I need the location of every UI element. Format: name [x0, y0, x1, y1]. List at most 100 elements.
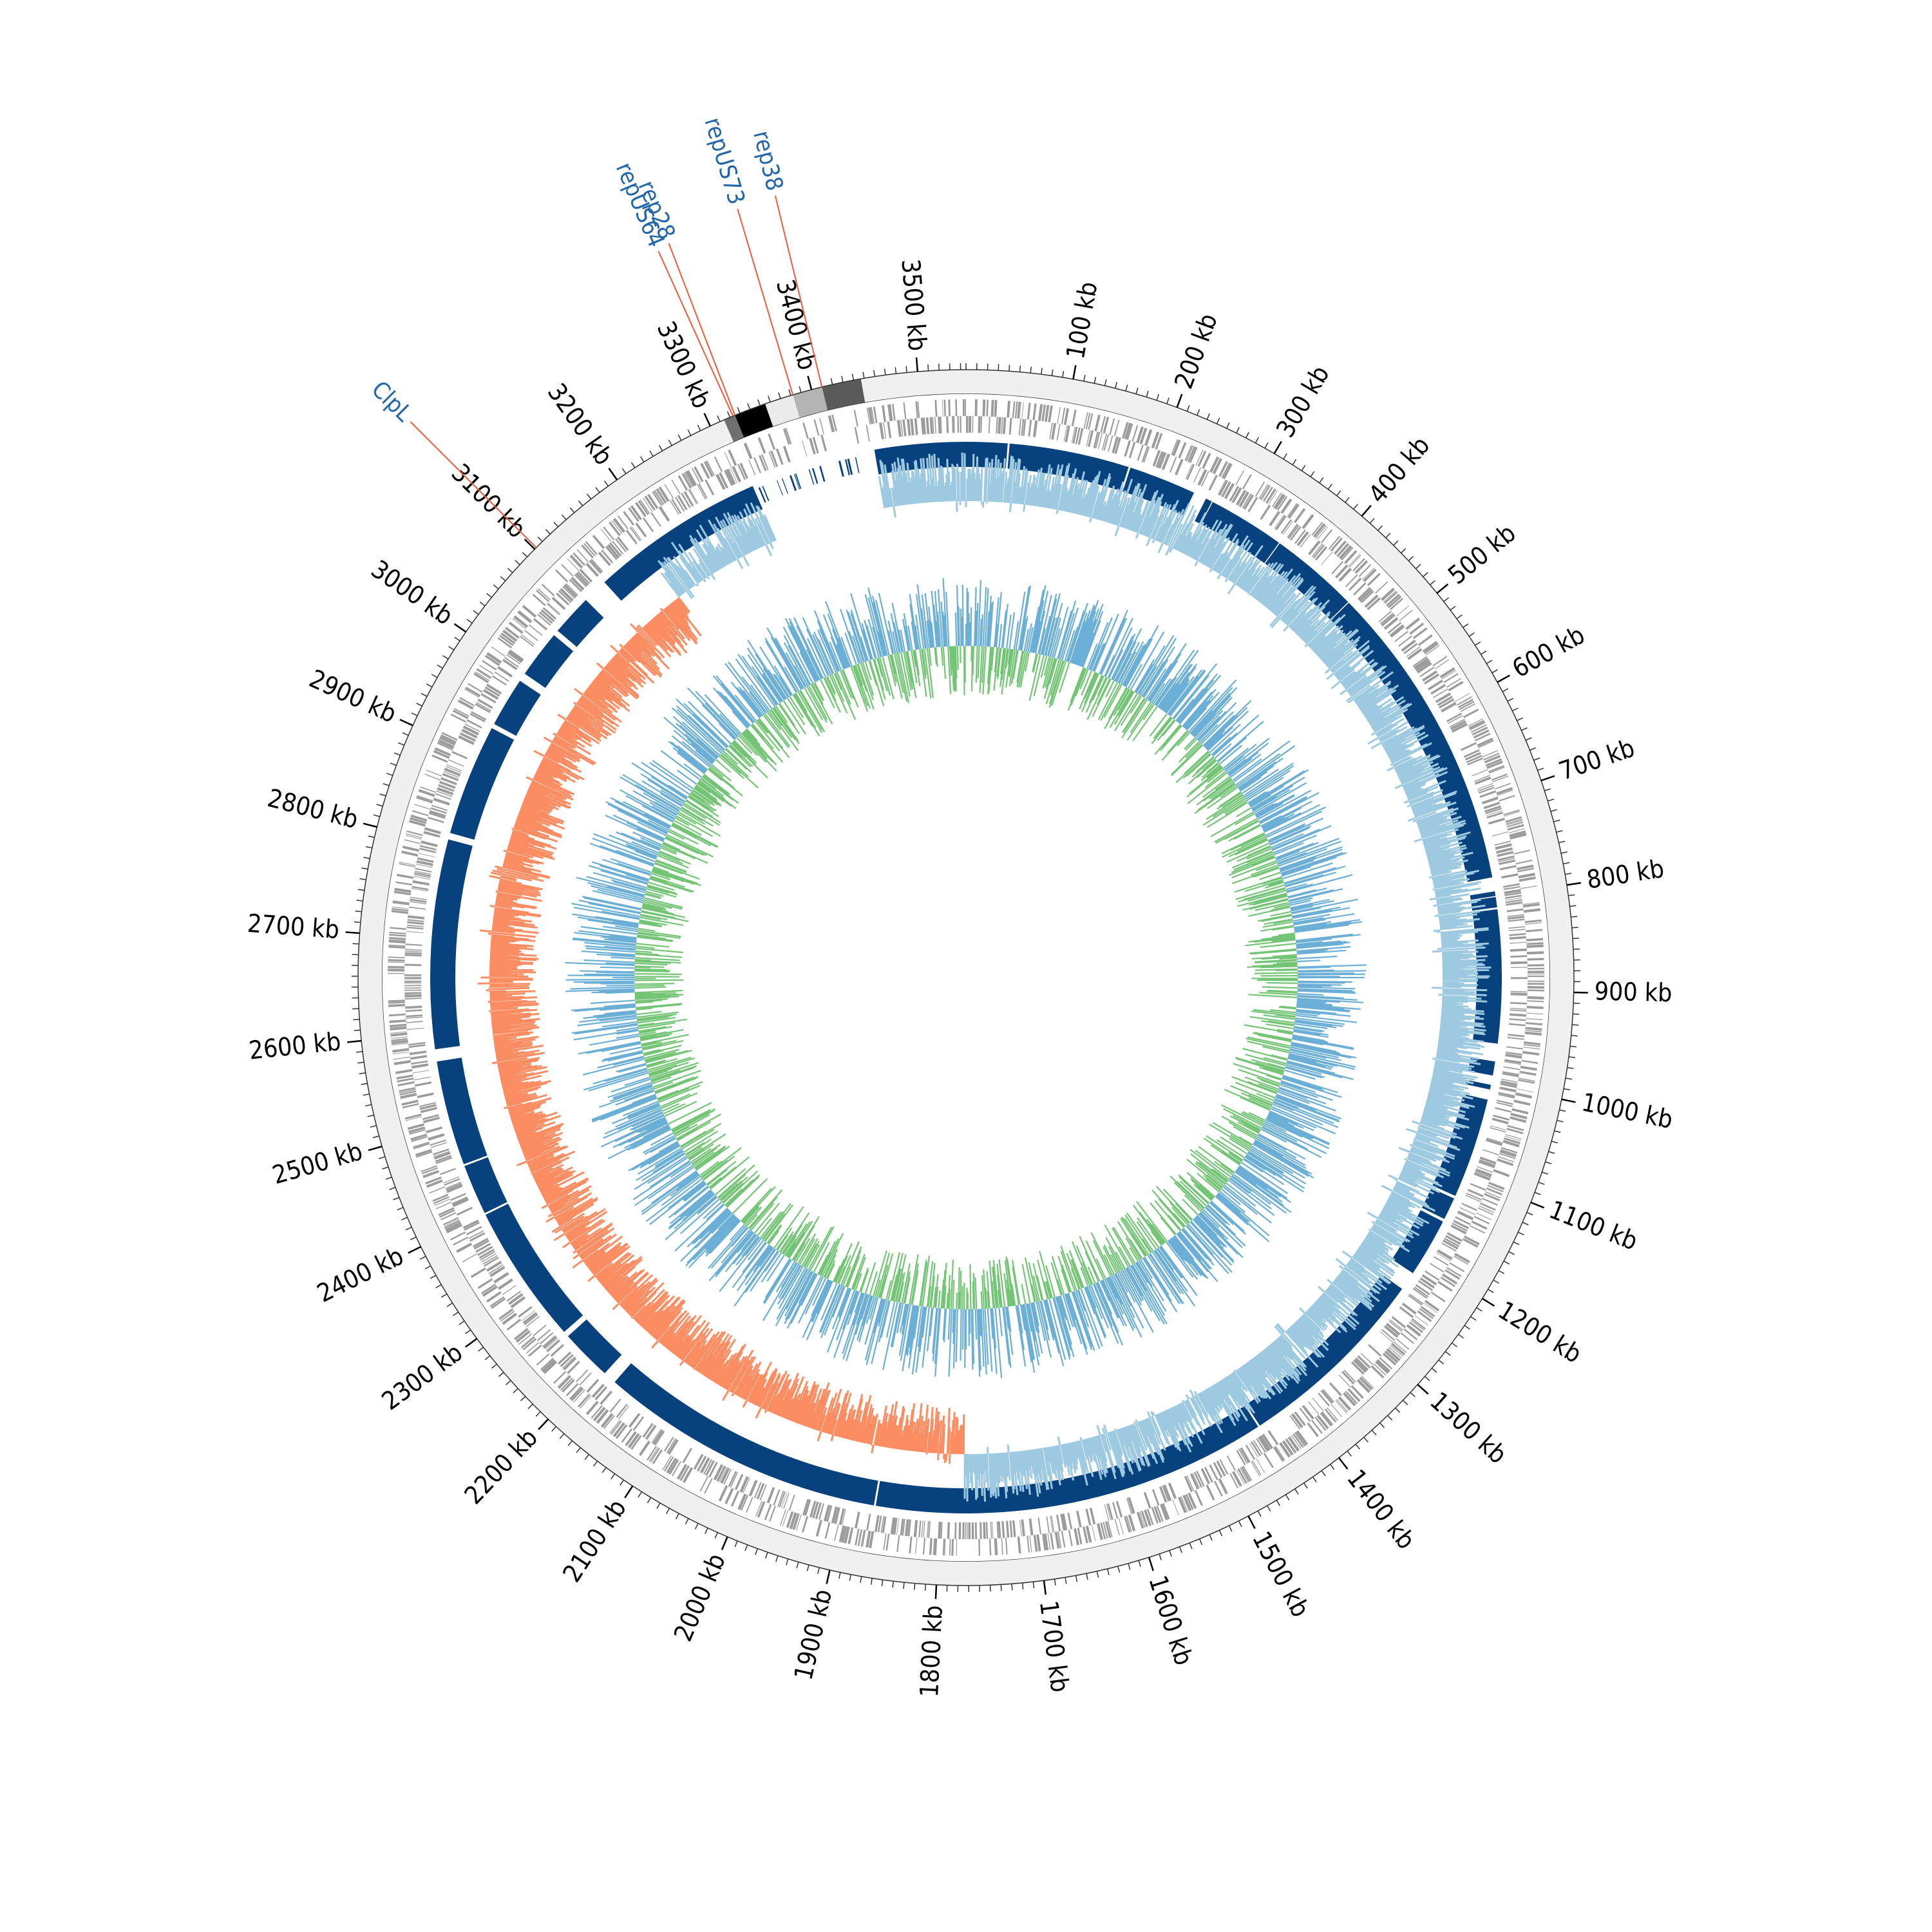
- gene-label-connector: [410, 421, 537, 549]
- major-tick: [368, 1145, 383, 1151]
- blast-hit: [847, 459, 853, 475]
- blast-hit: [776, 480, 783, 496]
- tick-label: 3100 kb: [446, 459, 531, 544]
- tick-label: 500 kb: [1443, 519, 1522, 591]
- major-tick: [1148, 1557, 1154, 1571]
- tick-label: 2900 kb: [305, 665, 401, 729]
- tick-label: 2800 kb: [265, 784, 361, 835]
- contig-block: [765, 395, 800, 426]
- tick-label: 1300 kb: [1424, 1387, 1511, 1470]
- gene-forward-strand: [388, 399, 1544, 1556]
- major-tick: [703, 413, 711, 427]
- major-tick: [347, 1039, 362, 1043]
- blast-hit: [1195, 498, 1212, 524]
- tick-label: 3300 kb: [651, 317, 716, 413]
- blast-hit: [430, 839, 473, 1050]
- gc-skew-track: [477, 452, 1492, 1502]
- tick-label: 2000 kb: [668, 1549, 732, 1645]
- major-tick: [363, 822, 377, 828]
- tick-label: 1500 kb: [1246, 1527, 1314, 1622]
- tick-label: 1700 kb: [1034, 1599, 1074, 1694]
- major-tick: [465, 1338, 478, 1348]
- gene-label: repUS73: [699, 115, 750, 207]
- gc-skew-negative: [477, 596, 965, 1464]
- contig-block: [860, 370, 966, 402]
- blast-hit: [464, 1157, 507, 1213]
- blast-hit: [485, 1204, 583, 1332]
- blast-hit: [494, 681, 541, 736]
- major-tick: [399, 719, 413, 726]
- blast-hit: [437, 1057, 488, 1164]
- major-tick: [1530, 1201, 1544, 1209]
- major-tick: [1043, 1580, 1047, 1595]
- blast-hit: [1265, 543, 1349, 620]
- contig-block: [793, 386, 828, 418]
- blast-hit: [781, 478, 788, 494]
- tick-label: 3500 kb: [895, 258, 931, 352]
- blast-hit: [855, 457, 860, 473]
- tick-label: 2500 kb: [269, 1137, 366, 1190]
- tick-label: 3200 kb: [542, 379, 618, 471]
- major-tick: [345, 931, 360, 934]
- gene-label-connector: [658, 251, 734, 417]
- tick-label: 2600 kb: [248, 1027, 343, 1066]
- tick-label: 1900 kb: [789, 1587, 838, 1683]
- tick-label: 300 kb: [1271, 361, 1336, 442]
- major-tick: [1497, 674, 1510, 683]
- tick-label: 800 kb: [1585, 855, 1666, 895]
- blast-hit: [808, 469, 815, 485]
- major-tick: [1273, 440, 1282, 454]
- tick-label: 2300 kb: [377, 1338, 468, 1416]
- blast-hit: [789, 475, 797, 491]
- major-tick: [1573, 991, 1588, 994]
- major-tick: [721, 1536, 728, 1551]
- blast-hit: [874, 442, 966, 475]
- blast-hit: [1432, 1094, 1488, 1196]
- major-tick: [408, 1245, 422, 1254]
- gene-label-connector: [737, 209, 794, 395]
- major-tick: [1176, 393, 1183, 408]
- gc-content-track: [565, 578, 1367, 1379]
- major-tick: [524, 538, 536, 550]
- contig-block: [724, 415, 744, 442]
- gene-track: [388, 399, 1544, 1556]
- tick-label: 100 kb: [1061, 279, 1104, 361]
- blast-hit: [795, 473, 802, 489]
- major-tick: [1361, 504, 1372, 517]
- tick-label: 400 kb: [1363, 431, 1436, 509]
- tick-label: 2700 kb: [246, 909, 340, 945]
- tick-label: 1800 kb: [915, 1605, 949, 1698]
- tick-label: 1200 kb: [1493, 1296, 1586, 1369]
- major-tick: [608, 468, 618, 480]
- blast-hit: [524, 635, 574, 688]
- blast-hit: [1470, 891, 1496, 900]
- tick-label: 3400 kb: [770, 277, 822, 374]
- blast-hit: [1201, 502, 1280, 564]
- blast-hit: [450, 728, 515, 840]
- contig-block: [735, 404, 773, 438]
- major-tick: [1566, 882, 1581, 886]
- blast-hit: [762, 486, 770, 502]
- blast-hit: [875, 1405, 1258, 1514]
- tick-label: 1100 kb: [1545, 1195, 1642, 1256]
- blast-hit: [1392, 1210, 1443, 1274]
- blast-hit: [819, 466, 826, 482]
- major-tick: [807, 375, 813, 390]
- major-tick: [1561, 1098, 1576, 1103]
- major-tick: [1247, 1515, 1256, 1530]
- gc-content-above: [565, 578, 1367, 1379]
- blast-hit: [758, 487, 766, 503]
- major-tick: [624, 1485, 634, 1499]
- contig-block: [357, 370, 1574, 1586]
- minor-ticks: [352, 363, 1580, 1592]
- blast-hit: [844, 459, 850, 476]
- tick-label: 2200 kb: [459, 1423, 544, 1510]
- gene-label: ClpL: [366, 376, 417, 427]
- tick-label: 200 kb: [1170, 310, 1224, 393]
- blast-hit: [604, 486, 763, 601]
- major-tick: [1540, 775, 1555, 782]
- blast-hit: [793, 473, 800, 490]
- tick-label: 600 kb: [1508, 621, 1589, 684]
